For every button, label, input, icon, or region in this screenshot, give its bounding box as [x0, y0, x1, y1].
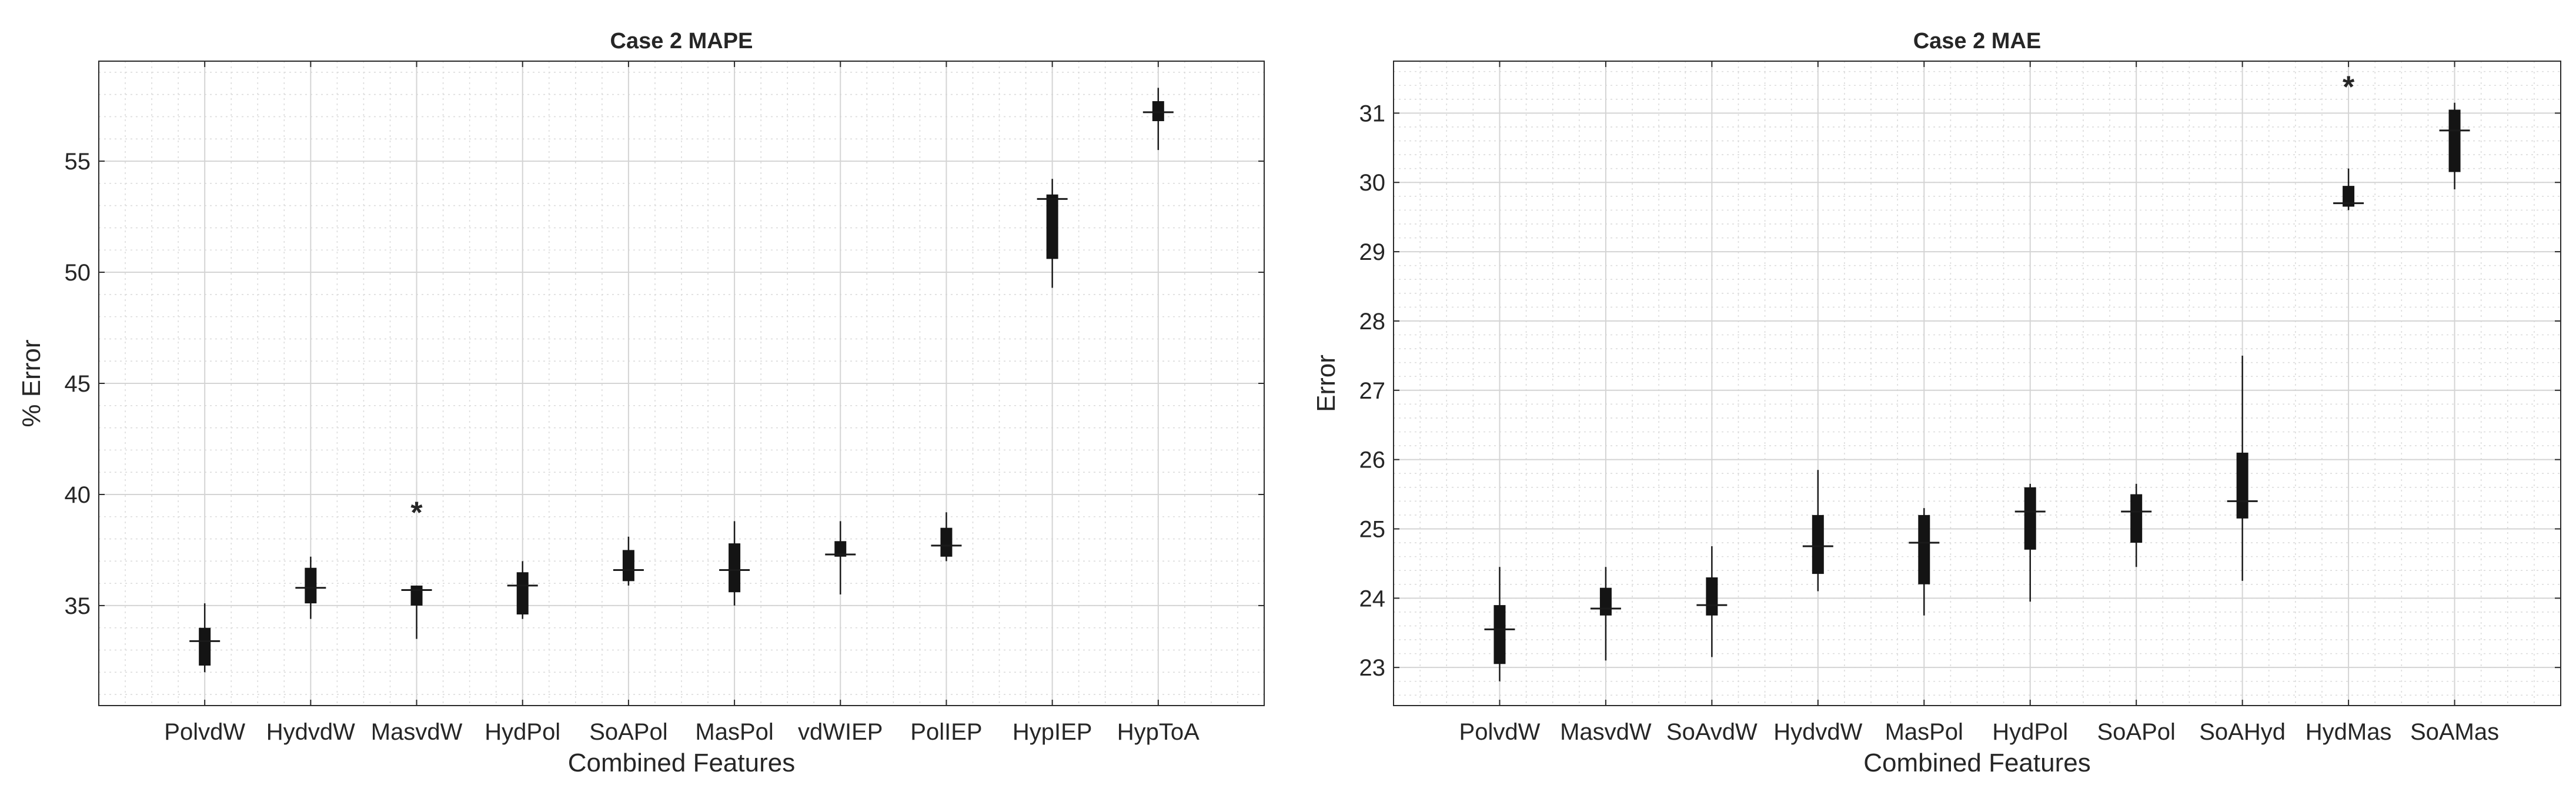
mape-box-hypiep [1037, 179, 1068, 288]
box-iqr [622, 550, 634, 582]
box-iqr [2448, 109, 2461, 172]
mape-grid [99, 61, 1264, 706]
mape-y-tick-label: 40 [65, 482, 91, 508]
mape-x-tick-label-hypiep: HypIEP [1013, 719, 1092, 745]
box-iqr [199, 627, 211, 666]
mape-box-soapol [613, 536, 644, 586]
mae-y-tick-label: 24 [1359, 586, 1386, 611]
mae-plot-frame [1393, 61, 2561, 706]
box-iqr [2130, 494, 2143, 543]
mae-x-tick-label-soamas: SoAMas [2410, 719, 2499, 745]
mape-x-axis-label: Combined Features [568, 748, 795, 777]
mape-chart-title: Case 2 MAPE [610, 29, 753, 54]
mape-x-tick-label-masvdw: MasvdW [371, 719, 463, 745]
box-iqr [2343, 186, 2355, 207]
box-iqr [940, 527, 953, 557]
mae-x-axis-label: Combined Features [1863, 748, 2090, 777]
mape-box-maspol [719, 521, 750, 606]
mape-y-tick-label: 55 [65, 149, 91, 175]
box-iqr [834, 541, 847, 557]
box-iqr [729, 543, 741, 593]
mae-chart-title: Case 2 MAE [1913, 29, 2042, 54]
mae-x-tick-label-hydmas: HydMas [2306, 719, 2392, 745]
mape-chart: 35 40 45 50 55 PolvdW HydvdW MasvdW HydPol SoAPol… [17, 29, 1265, 777]
mae-y-tick-label: 23 [1359, 655, 1386, 681]
mae-y-tick-label: 28 [1359, 309, 1386, 335]
box-iqr [1152, 101, 1164, 122]
mape-x-tick-label-hydvdw: HydvdW [266, 719, 355, 745]
mape-box-poliep [931, 512, 962, 562]
mae-box-soapol [2121, 483, 2152, 567]
mae-x-tick-label-soahyd: SoAHyd [2199, 719, 2286, 745]
mae-y-tick-label: 31 [1359, 101, 1386, 126]
mape-x-tick-label-poliep: PolIEP [910, 719, 982, 745]
mape-x-tick-label-polvdw: PolvdW [164, 719, 245, 745]
mae-box-soamas [2439, 102, 2470, 190]
mape-y-tick-label: 45 [65, 371, 91, 397]
box-iqr [1812, 514, 1824, 574]
mae-box-soahyd [2227, 355, 2258, 581]
mae-y-tick-label: 26 [1359, 447, 1386, 473]
mae-grid [1394, 61, 2561, 706]
mape-x-tick-label-maspol: MasPol [695, 719, 773, 745]
mae-boxes: * [1484, 70, 2470, 681]
mae-y-tick-label: 30 [1359, 170, 1386, 196]
mape-box-hydvdw [295, 556, 326, 619]
box-iqr [1918, 514, 1930, 584]
box-iqr [1706, 577, 1718, 616]
mae-box-hydpol [2014, 483, 2046, 602]
mae-x-tick-label-hydvdw: HydvdW [1773, 719, 1862, 745]
mae-x-tick-label-masvdw: MasvdW [1560, 719, 1652, 745]
mape-axis-ticks: 35 40 45 50 55 PolvdW HydvdW MasvdW HydPol SoAPol… [65, 61, 1264, 745]
mae-box-hydvdw [1802, 470, 1833, 592]
mape-box-vdwiep [825, 521, 856, 595]
box-iqr [1046, 194, 1058, 259]
mae-y-axis-label: Error [1312, 355, 1341, 412]
mae-box-hydmas: * [2333, 70, 2364, 210]
mae-x-tick-label-soavdw: SoAvdW [1666, 719, 1758, 745]
mae-y-tick-label: 27 [1359, 378, 1386, 404]
mae-x-tick-label-soapol: SoAPol [2097, 719, 2175, 745]
mae-axis-ticks: 23 24 25 26 27 28 29 30 31 PolvdW MasvdW SoAvdW Hydv… [1359, 61, 2561, 745]
mape-y-tick-label: 50 [65, 260, 91, 286]
mape-y-tick-label: 35 [65, 593, 91, 619]
mape-x-tick-label-hyptoa: HypToA [1117, 719, 1200, 745]
mape-x-tick-label-vdwiep: vdWIEP [798, 719, 883, 745]
box-iqr [410, 585, 423, 606]
mape-boxes: * [189, 88, 1174, 673]
mape-box-masvdw: * [401, 496, 432, 639]
mae-x-tick-label-maspol: MasPol [1885, 719, 1963, 745]
box-outlier-marker: * [2343, 70, 2355, 104]
mae-y-tick-label: 25 [1359, 516, 1386, 542]
box-iqr [305, 567, 317, 604]
mae-x-tick-label-polvdw: PolvdW [1459, 719, 1541, 745]
mape-y-axis-label: % Error [17, 339, 46, 427]
mape-box-polvdw [189, 603, 220, 673]
mae-x-tick-label-hydpol: HydPol [1992, 719, 2068, 745]
mape-box-hyptoa [1142, 88, 1174, 151]
box-iqr [1494, 605, 1506, 664]
box-iqr [2236, 452, 2248, 519]
mape-box-hydpol [507, 561, 538, 619]
mae-box-polvdw [1484, 567, 1515, 681]
mae-box-masvdw [1590, 567, 1621, 661]
mape-x-tick-label-hydpol: HydPol [485, 719, 560, 745]
mape-x-tick-label-soapol: SoAPol [589, 719, 667, 745]
box-iqr [1599, 587, 1612, 616]
box-iqr [516, 572, 529, 615]
box-outlier-marker: * [410, 496, 423, 530]
mae-box-maspol [1909, 508, 1940, 616]
mae-chart: 23 24 25 26 27 28 29 30 31 PolvdW MasvdW SoAvdW Hydv… [1312, 29, 2561, 777]
box-iqr [2024, 487, 2036, 550]
mae-y-tick-label: 29 [1359, 239, 1386, 265]
mae-box-soavdw [1696, 546, 1728, 657]
